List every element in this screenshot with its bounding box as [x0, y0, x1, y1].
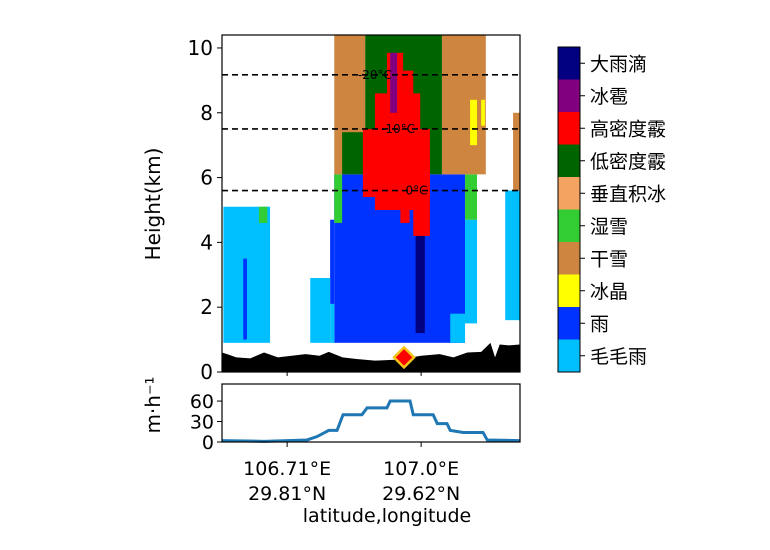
region-drizzle: [330, 303, 335, 343]
region-hd_graupel: [403, 70, 414, 146]
colorbar-frame: [557, 46, 581, 373]
y-tick-label: 4: [200, 230, 213, 254]
region-hd_graupel: [400, 193, 410, 223]
colorbar-swatch-ice_crystal: [558, 274, 580, 307]
y-tick-label: 8: [200, 101, 213, 125]
region-drizzle: [450, 313, 466, 343]
region-rain: [330, 219, 335, 304]
colorbar-swatch-rain: [558, 307, 580, 340]
colorbar-label: 低密度霰: [590, 151, 666, 173]
colorbar-label: 大雨滴: [590, 53, 647, 75]
colorbar-label: 冰雹: [590, 86, 628, 108]
region-drizzle: [465, 219, 478, 324]
plot-frame: [221, 34, 521, 373]
region-wet_snow: [334, 174, 343, 223]
y-tick-label: 2: [200, 295, 213, 319]
region-drizzle: [310, 278, 331, 343]
terrain: [222, 342, 520, 372]
y-tick-label: 6: [200, 166, 213, 190]
y-tick-label: 10: [188, 36, 213, 60]
series-line-rain_rate: [221, 399, 521, 443]
isotherm-label: -20°C: [358, 68, 392, 82]
region-hd_graupel: [413, 161, 430, 236]
x-tick-label: 106.71°E: [243, 458, 331, 480]
region-drizzle: [505, 190, 520, 321]
location-marker: [392, 345, 416, 370]
colorbar-swatch-vertical_ice: [558, 177, 580, 210]
y-tick-label: 0: [200, 360, 213, 384]
region-ice_crystal: [470, 99, 478, 146]
region-dry_snow: [513, 112, 520, 191]
colorbar-swatch-ld_graupel: [558, 144, 580, 177]
region-wet_snow: [465, 174, 478, 220]
region-hail: [390, 52, 398, 113]
region-heavy_rain: [415, 226, 425, 334]
region-ld_graupel: [342, 132, 366, 175]
sub-y-tick-label: 0: [202, 432, 214, 454]
colorbar-swatch-dry_snow: [558, 242, 580, 275]
sub-y-tick-label: 60: [190, 391, 214, 413]
colorbar-label: 垂直积冰: [590, 183, 666, 205]
colorbar-swatch-hail: [558, 79, 580, 112]
region-rain: [243, 258, 247, 340]
colorbar-swatch-hd_graupel: [558, 112, 580, 145]
colorbar-swatch-wet_snow: [558, 209, 580, 242]
x-tick-label: 29.81°N: [248, 483, 326, 505]
colorbar-label: 毛毛雨: [590, 346, 647, 368]
colorbar-label: 湿雪: [590, 216, 628, 238]
colorbar-label: 干雪: [590, 248, 628, 270]
region-wet_snow: [258, 206, 268, 223]
region-ice_crystal: [481, 99, 485, 126]
colorbar-label: 冰晶: [590, 281, 628, 303]
isotherm-label: 0°C: [406, 184, 428, 198]
x-axis-label: latitude,longitude: [303, 505, 471, 527]
colorbar-label: 高密度霰: [590, 118, 666, 140]
isotherm-label: -10°C: [381, 122, 415, 136]
sub-y-axis-label: m·h⁻¹: [141, 376, 165, 433]
colorbar-swatch-drizzle: [558, 339, 580, 372]
colorbar-label: 雨: [590, 313, 609, 335]
cross-section-plot: -20°C -10°C 0°C 0 2 4 6 8 10: [188, 34, 521, 384]
y-axis-label: Height(km): [141, 148, 165, 261]
sub-plot-frame: [221, 383, 521, 443]
x-tick-label: 29.62°N: [382, 483, 460, 505]
sub-y-tick-label: 30: [190, 412, 214, 434]
x-tick-label: 107.0°E: [383, 458, 459, 480]
colorbar-swatch-heavy_rain: [558, 47, 580, 80]
region-dry_snow: [441, 35, 486, 175]
